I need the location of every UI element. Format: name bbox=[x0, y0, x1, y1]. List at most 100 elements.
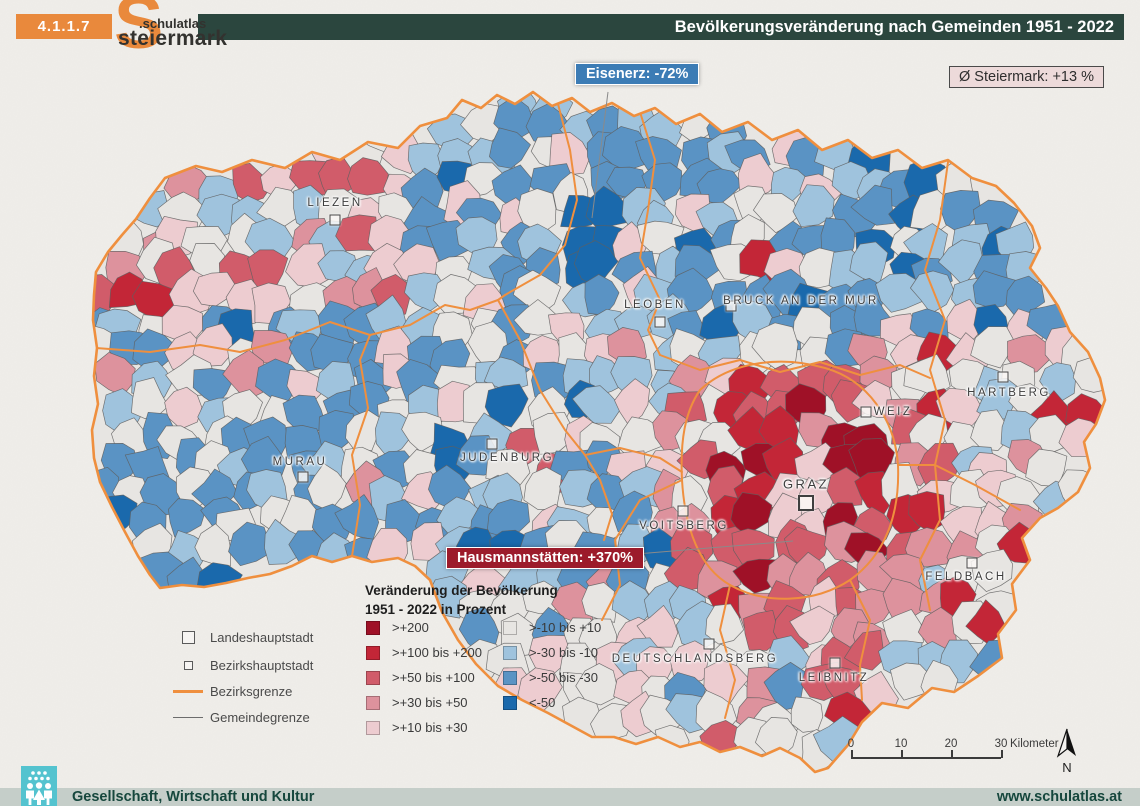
state-border bbox=[90, 90, 1107, 774]
municipality-polygon bbox=[489, 127, 531, 169]
city-label-leibnitz: LEIBNITZ bbox=[798, 672, 870, 684]
municipality-polygon bbox=[970, 326, 1016, 369]
legend-swatch bbox=[503, 670, 517, 685]
municipality-polygon bbox=[910, 270, 955, 314]
logo-schulatlas: .schulatlas bbox=[139, 16, 207, 31]
footer-category: Gesellschaft, Wirtschaft und Kultur bbox=[72, 789, 315, 805]
symbol-legend-label: Gemeindegrenze bbox=[210, 710, 310, 725]
city-square-graz bbox=[798, 495, 814, 511]
legend-class-negative: >-30 bis -10 bbox=[503, 645, 598, 660]
municipality-polygon bbox=[222, 349, 266, 401]
municipality-polygon bbox=[232, 162, 273, 204]
municipality-polygon bbox=[970, 409, 1010, 451]
municipality-polygon bbox=[705, 603, 745, 645]
callout-hausmannstaetten: Hausmannstätten: +370% bbox=[446, 547, 645, 569]
municipality-polygon bbox=[410, 522, 445, 561]
city-label-murau: MURAU bbox=[272, 456, 328, 468]
legend-swatch bbox=[503, 695, 517, 710]
district-borders bbox=[95, 103, 1021, 719]
scale-bar-value: 30 bbox=[994, 738, 1008, 750]
symbol-legend-item: Gemeindegrenze bbox=[172, 710, 392, 725]
municipality-polygon bbox=[428, 464, 472, 508]
municipality-polygon bbox=[789, 605, 835, 645]
symbol-legend-item: Bezirkshauptstadt bbox=[172, 658, 392, 673]
symbol-legend-item: Bezirksgrenze bbox=[172, 684, 392, 699]
legend-class-label: >+30 bis +50 bbox=[392, 695, 468, 710]
footer-bar bbox=[0, 788, 1140, 806]
legend-class-label: >+10 bis +30 bbox=[392, 720, 468, 735]
legend-class-positive: >+200 bbox=[366, 620, 429, 635]
scale-bar-tick bbox=[951, 750, 953, 758]
city-square-voitsberg bbox=[677, 505, 689, 517]
scale-bar-tick bbox=[851, 750, 853, 758]
scale-bar-value: 0 bbox=[847, 738, 855, 750]
chapter-badge: 4.1.1.7 bbox=[16, 14, 112, 39]
municipality-polygon bbox=[792, 184, 835, 228]
logo-s-glyph: S bbox=[114, 0, 164, 64]
city-label-deutschlandsberg: DEUTSCHLANDSBERG bbox=[611, 653, 779, 665]
legend-class-positive: >+30 bis +50 bbox=[366, 695, 468, 710]
city-square-liezen bbox=[329, 214, 341, 226]
municipality-polygon bbox=[972, 270, 1017, 309]
legend-class-label: >+200 bbox=[392, 620, 429, 635]
legend-class-label: >-30 bis -10 bbox=[529, 645, 599, 660]
symbol-legend-label: Bezirksgrenze bbox=[210, 684, 293, 699]
logo-steiermark: steiermark bbox=[118, 27, 228, 50]
legend-class-label: >-10 bis +10 bbox=[529, 620, 602, 635]
city-square-deutschlandsberg bbox=[703, 638, 715, 650]
legend-class-positive: >+50 bis +100 bbox=[366, 670, 475, 685]
municipality-cells bbox=[92, 92, 1105, 772]
square-large-icon bbox=[181, 631, 195, 644]
city-label-weiz: WEIZ bbox=[873, 406, 913, 418]
legend-swatch bbox=[366, 695, 380, 710]
municipality-polygon bbox=[484, 383, 529, 428]
legend-class-label: <-50 bbox=[529, 695, 556, 710]
square-small-icon bbox=[183, 661, 193, 670]
municipality-polygon bbox=[401, 411, 444, 453]
legend-swatch bbox=[366, 620, 380, 635]
symbol-legend-label: Bezirkshauptstadt bbox=[210, 658, 314, 673]
legend-class-negative: >-50 bis -30 bbox=[503, 670, 598, 685]
symbol-legend-item: Landeshauptstadt bbox=[172, 630, 392, 645]
legend-class-negative: <-50 bbox=[503, 695, 555, 710]
municipality-polygon bbox=[790, 696, 824, 733]
city-square-leibnitz bbox=[829, 657, 841, 669]
city-label-bruck-an-der-mur: BRUCK AN DER MUR bbox=[723, 295, 879, 307]
legend-class-negative: >-10 bis +10 bbox=[503, 620, 601, 635]
municipality-polygon bbox=[192, 271, 237, 307]
legend-class-label: >+100 bis +200 bbox=[392, 645, 482, 660]
legend-swatch bbox=[366, 720, 380, 735]
city-square-judenburg bbox=[486, 438, 498, 450]
municipality-polygon bbox=[732, 558, 780, 594]
city-label-leoben: LEOBEN bbox=[624, 299, 686, 311]
municipality-polygon bbox=[164, 386, 203, 430]
legend-class-label: >+50 bis +100 bbox=[392, 670, 475, 685]
city-label-judenburg: JUDENBURG bbox=[459, 452, 555, 464]
legend-swatch bbox=[366, 645, 380, 660]
city-square-leoben bbox=[654, 316, 666, 328]
city-square-bruck-an-der-mur bbox=[725, 300, 737, 312]
callout-eisenerz: Eisenerz: -72% bbox=[575, 63, 700, 85]
legend-title: Veränderung der Bevölkerung 1951 - 2022 … bbox=[365, 581, 558, 619]
scale-bar-tick bbox=[901, 750, 903, 758]
people-icon bbox=[21, 766, 57, 806]
municipality-polygon bbox=[636, 605, 679, 648]
symbol-legend-label: Landeshauptstadt bbox=[210, 630, 314, 645]
city-square-weiz bbox=[860, 406, 872, 418]
scale-bar-value: 20 bbox=[944, 738, 958, 750]
municipality-polygon bbox=[965, 599, 1005, 646]
legend-class-positive: >+10 bis +30 bbox=[366, 720, 468, 735]
legend-title-line1: Veränderung der Bevölkerung bbox=[365, 583, 558, 598]
legend-swatch bbox=[503, 620, 517, 635]
municipality-polygon bbox=[347, 157, 389, 196]
municipality-polygon bbox=[751, 322, 799, 372]
page-title: Bevölkerungsveränderung nach Gemeinden 1… bbox=[198, 14, 1124, 40]
legend-swatch bbox=[503, 645, 517, 660]
municipality-polygon bbox=[192, 323, 233, 367]
city-square-feldbach bbox=[966, 557, 978, 569]
city-label-hartberg: HARTBERG bbox=[967, 387, 1051, 399]
city-label-feldbach: FELDBACH bbox=[925, 571, 1007, 583]
scale-bar-value: 10 bbox=[894, 738, 908, 750]
